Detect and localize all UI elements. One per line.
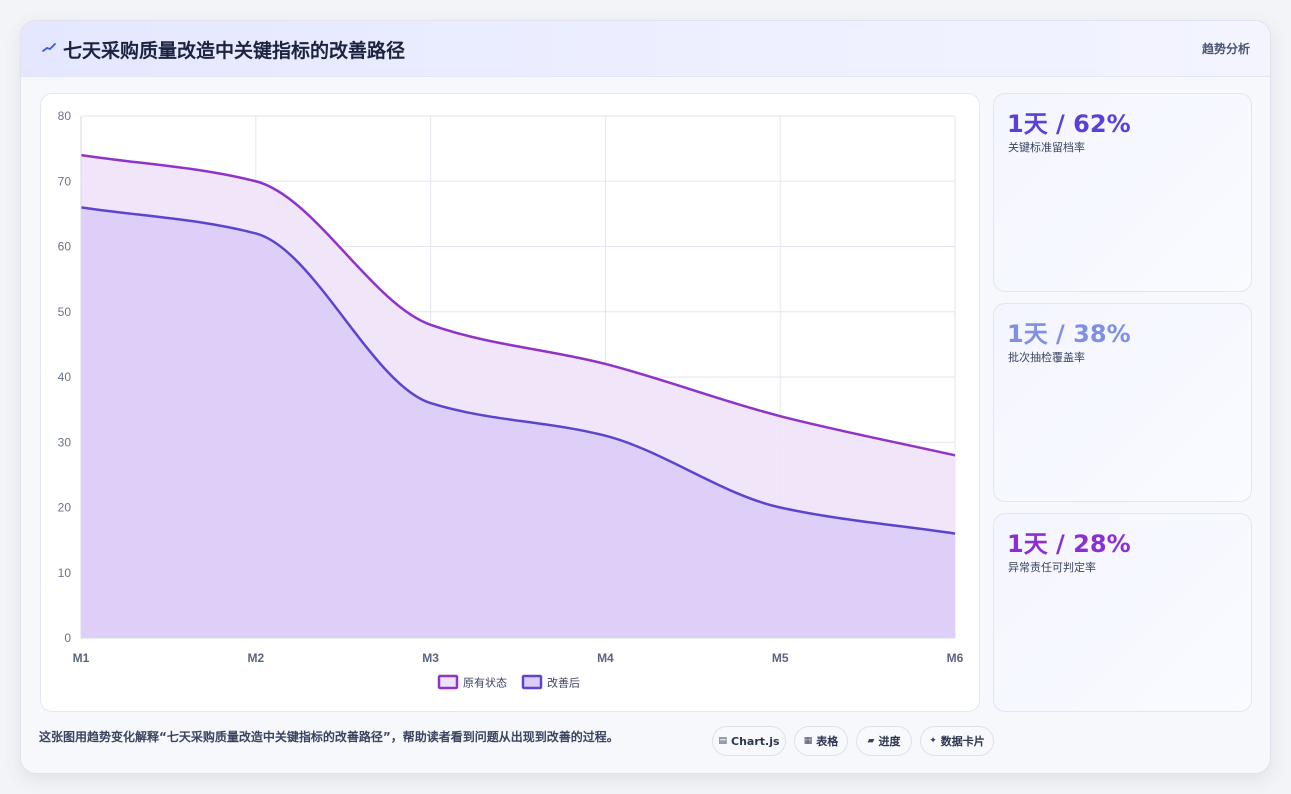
page-title: 七天采购质量改造中关键指标的改善路径 — [63, 40, 406, 62]
kpi-value: 1天 / 28% — [1007, 530, 1131, 558]
trend-icon — [42, 43, 56, 52]
x-tick-label: M4 — [597, 651, 614, 665]
series-line-1 — [80, 153, 956, 457]
kpi-card-responsibility-rate: 1天 / 28% 异常责任可判定率 — [993, 513, 1252, 712]
y-tick-label: 20 — [58, 501, 72, 515]
y-tick-label: 10 — [58, 566, 72, 580]
y-tick-label: 40 — [58, 370, 72, 384]
kpi-label: 批次抽检覆盖率 — [1008, 351, 1085, 364]
x-tick-label: M6 — [947, 651, 964, 665]
x-tick-label: M2 — [247, 651, 264, 665]
table-icon: ▦ — [803, 736, 813, 746]
pill-chartjs[interactable]: ▤ Chart.js — [712, 726, 786, 756]
dashboard-card: 七天采购质量改造中关键指标的改善路径 趋势分析 0 10 20 30 40 50 60 70 8… — [20, 20, 1271, 774]
card-header: 七天采购质量改造中关键指标的改善路径 趋势分析 — [21, 21, 1270, 77]
x-tick-label: M3 — [422, 651, 439, 665]
series-line-2 — [80, 206, 956, 535]
kpi-card-sampling-coverage: 1天 / 38% 批次抽检覆盖率 — [993, 303, 1252, 502]
y-tick-label: 50 — [58, 305, 72, 319]
y-tick-label: 30 — [58, 435, 72, 449]
y-tick-label: 60 — [58, 240, 72, 254]
chart-icon: ▤ — [718, 736, 727, 746]
kpi-value: 1天 / 38% — [1007, 320, 1131, 348]
sparkle-icon: ✦ — [929, 736, 937, 746]
chart-description: 这张图用趋势变化解释“七天采购质量改造中关键指标的改善路径”，帮助读者看到问题从… — [39, 730, 619, 744]
area-chart: 0 10 20 30 40 50 60 70 80 M1 M2 M3 M4 M5 M6 原有状态 改善后 — [58, 109, 964, 690]
legend-label: 改善后 — [547, 676, 580, 690]
y-tick-label: 80 — [58, 109, 72, 123]
pill-label: 数据卡片 — [940, 735, 985, 748]
kpi-value: 1天 / 62% — [1007, 110, 1131, 138]
legend-label: 原有状态 — [463, 676, 507, 690]
chart-panel: 0 10 20 30 40 50 60 70 80 M1 M2 M3 M4 M5 M6 原有状态 改善后 — [40, 93, 980, 712]
x-tick-label: M5 — [772, 651, 789, 665]
pill-label: 表格 — [816, 735, 839, 748]
pill-label: 进度 — [878, 735, 901, 748]
legend-swatch — [521, 674, 543, 690]
x-tick-label: M1 — [73, 651, 90, 665]
y-tick-label: 0 — [64, 631, 71, 645]
pill-table[interactable]: ▦ 表格 — [794, 726, 848, 756]
progress-icon: ▰ — [867, 736, 875, 746]
pill-label: Chart.js — [731, 734, 780, 748]
pill-data-cards[interactable]: ✦ 数据卡片 — [920, 726, 994, 756]
trend-analysis-tag: 趋势分析 — [1201, 42, 1250, 56]
kpi-card-standard-retention: 1天 / 62% 关键标准留档率 — [993, 93, 1252, 292]
pill-progress[interactable]: ▰ 进度 — [856, 726, 912, 756]
legend-item: 改善后 — [521, 674, 580, 690]
kpi-label: 异常责任可判定率 — [1008, 561, 1096, 574]
series-area-2 — [81, 207, 955, 638]
kpi-label: 关键标准留档率 — [1008, 141, 1085, 154]
legend-item: 原有状态 — [437, 674, 507, 690]
y-tick-label: 70 — [58, 174, 72, 188]
legend-swatch — [437, 674, 459, 690]
